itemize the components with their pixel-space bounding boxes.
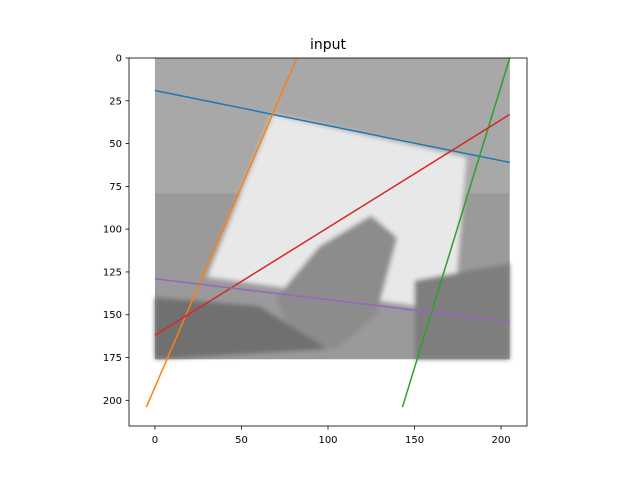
photo-desk: [154, 297, 328, 360]
y-tick-label: 75: [109, 182, 122, 193]
y-tick-label: 150: [103, 310, 122, 321]
y-axis: 0 25 50 75 100 125 150 175 200: [103, 54, 129, 407]
y-tick-label: 175: [103, 353, 122, 364]
x-tick-label: 0: [152, 435, 158, 446]
x-tick-label: 200: [491, 435, 510, 446]
line-series-group: [145, 58, 511, 408]
y-tick-label: 200: [103, 396, 122, 407]
x-axis: 0 50 100 150 200: [152, 426, 511, 446]
series-line-4: [154, 113, 511, 336]
x-tick-label: 150: [405, 435, 424, 446]
series-line-3: [401, 58, 511, 408]
background-photo: [154, 58, 510, 360]
y-tick-label: 100: [103, 225, 122, 236]
y-tick-label: 50: [109, 139, 122, 150]
photo-hand: [276, 215, 398, 349]
y-tick-label: 0: [116, 54, 122, 65]
x-tick-label: 50: [235, 435, 248, 446]
y-tick-label: 125: [103, 267, 122, 278]
chart-title: input: [310, 37, 347, 53]
series-line-5: [154, 278, 510, 323]
x-tick-label: 100: [318, 435, 337, 446]
y-tick-label: 25: [109, 96, 122, 107]
series-line-2: [145, 58, 298, 408]
photo-desk-right: [414, 263, 510, 360]
